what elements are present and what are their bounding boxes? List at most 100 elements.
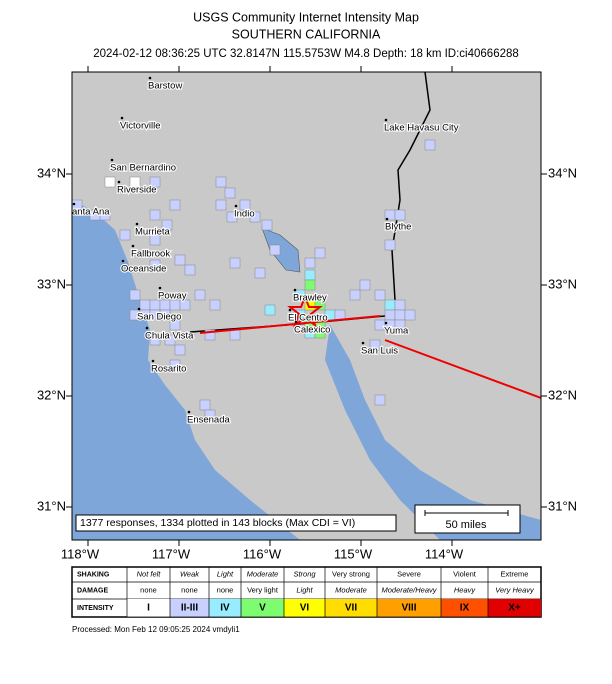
legend-row-label: INTENSITY [77,605,114,612]
intensity-block [314,327,326,339]
intensity-block [394,209,406,221]
legend-cell: Heavy [454,585,477,594]
legend-cell: none [217,585,234,594]
intensity-swatch [441,599,488,617]
legend-cell: none [181,585,198,594]
epicenter [287,294,323,328]
city-dot [121,259,125,263]
city-label: El Centro [288,313,328,324]
intensity-block [104,176,116,188]
city-dot [384,118,388,122]
city-label: Chula Vista [145,331,194,342]
city-dot [72,202,76,206]
legend-cell: Very Heavy [495,585,535,594]
intensity-block [404,309,416,321]
legend-cell: Not felt [137,569,162,578]
city-label: Murrieta [135,227,171,238]
lon-label: 118°W [61,546,100,561]
intensity-block [179,299,191,311]
intensity-block [349,289,361,301]
intensity-block [169,319,181,331]
city-dot [117,180,121,184]
intensity-block [229,329,241,341]
legend-row-label: DAMAGE [77,587,108,594]
intensity-block [72,199,83,211]
city-label: Fallbrook [131,249,170,260]
intensity-block [204,329,216,341]
intensity-block [304,257,316,269]
city-dot [148,76,152,80]
intensity-block [129,176,141,188]
legend-cell: VII [345,603,357,614]
intensity-block [149,209,161,221]
legend-cell: Light [296,585,313,594]
intensity-block [304,279,316,291]
intensity-swatch [377,599,441,617]
lat-label: 32°N [548,387,577,402]
city-dot [135,222,139,226]
map: Barstow Victorville San Bernardino Riversid… [72,72,541,540]
lat-label: 31°N [548,498,577,513]
legend-cell: Extreme [501,569,529,578]
intensity-block [239,199,251,211]
lon-label: 114°W [425,546,464,561]
legend-cell: I [147,603,150,614]
intensity-block [261,219,273,231]
city-dot [361,341,365,345]
title: USGS Community Internet Intensity Map [193,10,419,24]
city-label: Oceanside [121,264,166,275]
intensity-swatch [241,599,284,617]
city-label: Barstow [148,81,182,92]
city-dot [293,288,297,292]
intensity-block [169,199,181,211]
intensity-swatch [209,599,241,617]
scale-box [414,504,521,534]
intensity-block [149,234,161,246]
lat-label: 31°N [37,498,66,513]
city-label: Indio [234,209,255,220]
subtitle: SOUTHERN CALIFORNIA [232,27,381,41]
legend-cell: VIII [401,603,416,614]
ocean [72,200,300,540]
intensity-block [314,247,326,259]
city-dot [110,158,114,162]
city-label: Victorville [120,121,160,132]
intensity-block [194,289,206,301]
intensity-block [161,219,173,231]
legend-cell: VI [300,603,310,614]
city-label: Brawley [293,293,327,304]
fault-line [199,315,541,399]
intensity-block [215,176,227,188]
lat-label: 33°N [548,276,577,291]
lat-label: 34°N [37,165,66,180]
intensity-block [204,409,216,421]
intensity-block [394,309,406,321]
intensity-block [149,259,161,271]
map-frame [71,71,542,541]
city-label: San Luis [361,346,398,357]
intensity-block [369,339,381,351]
legend-cell: II-III [181,603,198,614]
intensity-block [254,267,266,279]
legend-cell: Violent [453,569,477,578]
legend-cell: V [259,603,266,614]
city-label: San Diego [137,312,181,323]
intensity-block [149,334,161,346]
legend-cell: Weak [180,569,200,578]
legend-cell: Moderate [247,569,279,578]
city-dot [151,359,155,363]
intensity-block [394,319,406,331]
legend-cell: Very light [247,585,279,594]
intensity-block [229,257,241,269]
processed: Processed: Mon Feb 12 09:05:25 2024 vmdy… [72,625,240,634]
legend-cell: Severe [397,569,421,578]
event-info: 2024-02-12 08:36:25 UTC 32.8147N 115.575… [93,48,519,60]
city-dot [288,308,292,312]
city-label: Ensenada [187,415,231,426]
lon-label: 117°W [152,546,191,561]
city-label: San Bernardino [110,163,176,174]
intensity-block [119,229,131,241]
intensity-block [269,244,281,256]
city-dot [120,116,124,120]
